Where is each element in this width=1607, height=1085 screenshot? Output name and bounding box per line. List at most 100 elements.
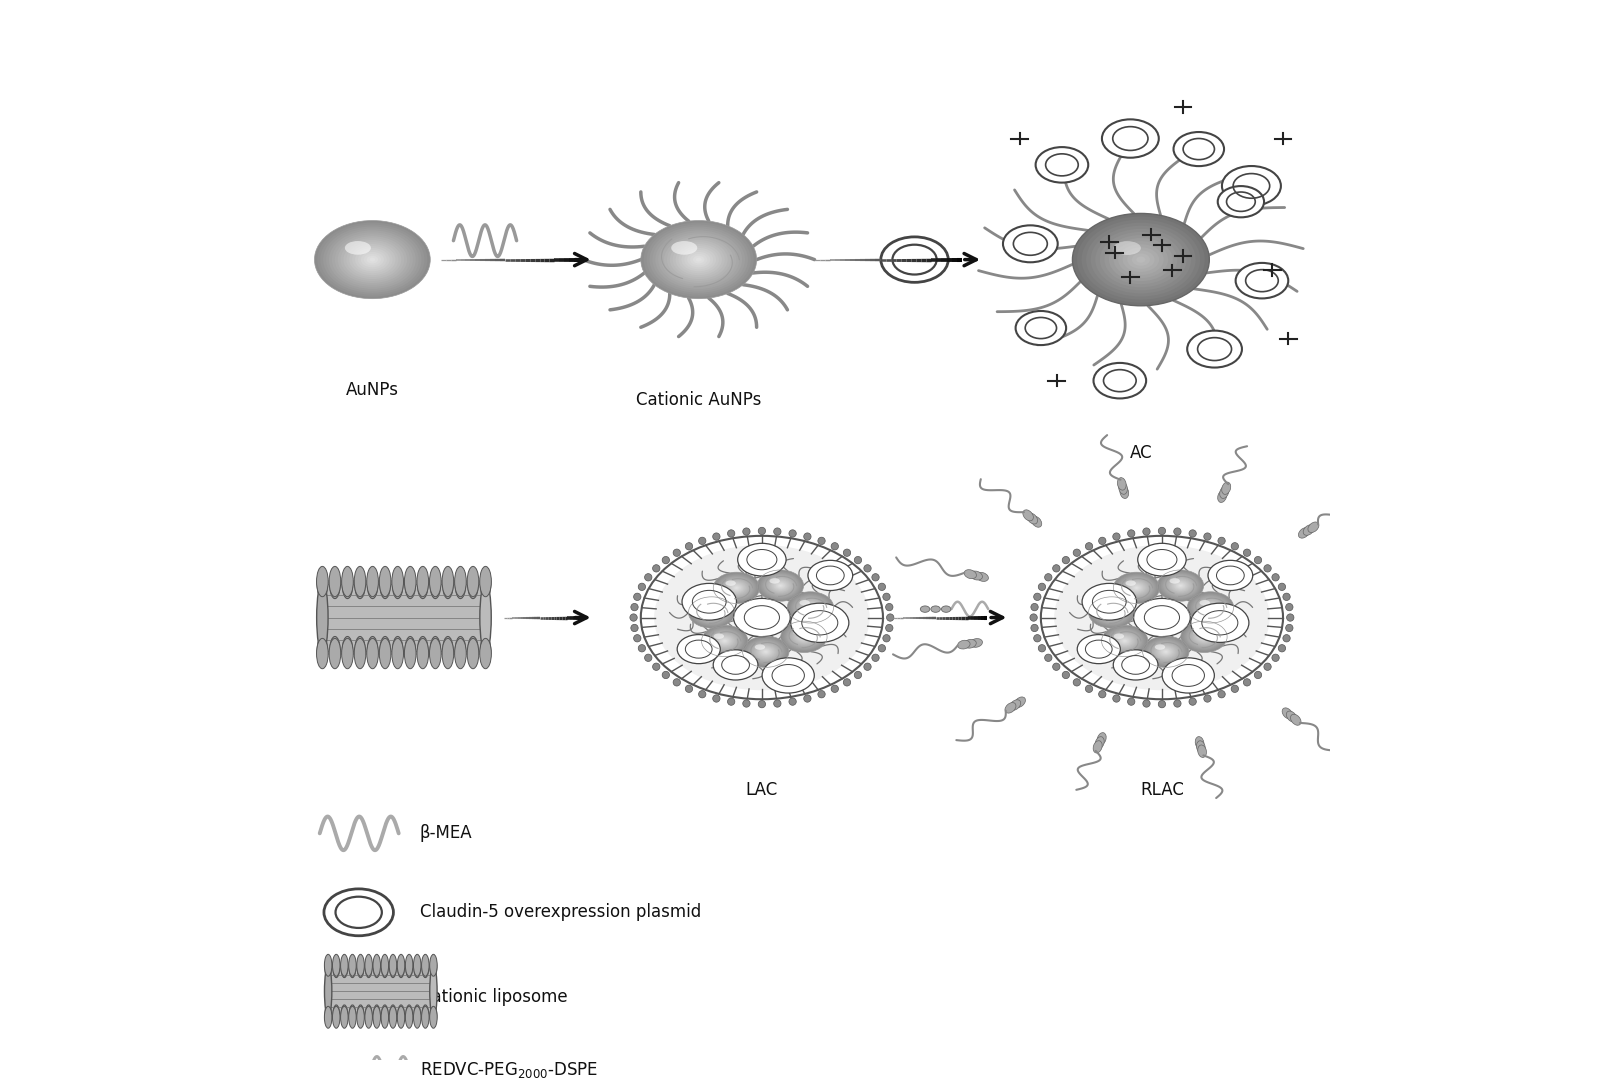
Ellipse shape	[1207, 605, 1213, 610]
Ellipse shape	[389, 1005, 395, 1025]
Ellipse shape	[689, 598, 733, 627]
Ellipse shape	[725, 580, 736, 586]
Circle shape	[853, 672, 861, 678]
Ellipse shape	[1120, 577, 1152, 599]
Ellipse shape	[696, 602, 726, 623]
Ellipse shape	[802, 636, 805, 638]
Ellipse shape	[791, 628, 816, 646]
Ellipse shape	[320, 225, 424, 295]
Ellipse shape	[1136, 256, 1144, 263]
Ellipse shape	[649, 227, 747, 293]
Ellipse shape	[1128, 583, 1144, 593]
Ellipse shape	[1027, 513, 1037, 524]
Circle shape	[1038, 644, 1045, 652]
Ellipse shape	[1197, 599, 1223, 616]
Circle shape	[1127, 529, 1135, 537]
Ellipse shape	[1110, 631, 1138, 650]
Ellipse shape	[1149, 641, 1181, 663]
Circle shape	[818, 537, 824, 545]
Ellipse shape	[1165, 576, 1194, 595]
Circle shape	[1033, 635, 1040, 642]
Ellipse shape	[763, 650, 768, 653]
Circle shape	[697, 537, 705, 545]
Ellipse shape	[1194, 630, 1213, 643]
Ellipse shape	[323, 889, 394, 935]
Circle shape	[1242, 549, 1250, 557]
Circle shape	[630, 603, 638, 611]
Ellipse shape	[804, 602, 816, 612]
Ellipse shape	[1035, 148, 1088, 182]
Ellipse shape	[1281, 707, 1292, 719]
Ellipse shape	[373, 1005, 379, 1025]
Ellipse shape	[660, 234, 736, 285]
Ellipse shape	[416, 566, 429, 597]
Ellipse shape	[963, 639, 975, 648]
Ellipse shape	[337, 237, 407, 283]
Ellipse shape	[717, 575, 755, 600]
Ellipse shape	[1188, 592, 1231, 623]
Ellipse shape	[781, 622, 826, 652]
Ellipse shape	[709, 630, 741, 652]
Ellipse shape	[762, 650, 768, 654]
Ellipse shape	[360, 252, 384, 267]
Ellipse shape	[354, 638, 366, 668]
Ellipse shape	[341, 1006, 347, 1029]
Ellipse shape	[720, 638, 730, 644]
Ellipse shape	[787, 591, 832, 623]
Ellipse shape	[1115, 574, 1157, 602]
Ellipse shape	[317, 637, 328, 665]
Ellipse shape	[641, 536, 882, 699]
Ellipse shape	[730, 583, 742, 592]
Ellipse shape	[1200, 601, 1220, 614]
Circle shape	[863, 564, 871, 572]
Circle shape	[742, 528, 749, 535]
Ellipse shape	[1207, 560, 1252, 590]
Ellipse shape	[1154, 644, 1165, 650]
Ellipse shape	[701, 605, 722, 620]
Ellipse shape	[429, 1006, 437, 1029]
Ellipse shape	[1202, 636, 1204, 638]
Ellipse shape	[765, 575, 795, 596]
Ellipse shape	[675, 244, 722, 276]
Ellipse shape	[717, 636, 733, 647]
Ellipse shape	[349, 955, 357, 976]
Ellipse shape	[1122, 247, 1159, 272]
Ellipse shape	[333, 955, 339, 976]
Ellipse shape	[795, 598, 824, 616]
Ellipse shape	[366, 571, 378, 599]
Ellipse shape	[797, 633, 810, 641]
Ellipse shape	[1004, 703, 1016, 713]
Ellipse shape	[479, 582, 492, 653]
Ellipse shape	[677, 635, 720, 664]
Ellipse shape	[771, 579, 789, 591]
Ellipse shape	[1204, 603, 1215, 611]
Ellipse shape	[1009, 700, 1020, 711]
Ellipse shape	[969, 571, 982, 580]
Circle shape	[1173, 700, 1181, 707]
Ellipse shape	[366, 638, 378, 668]
Ellipse shape	[317, 566, 328, 597]
Ellipse shape	[405, 957, 413, 978]
Ellipse shape	[442, 638, 453, 668]
Ellipse shape	[341, 1005, 347, 1025]
Ellipse shape	[1082, 219, 1199, 299]
Ellipse shape	[1093, 600, 1130, 625]
Ellipse shape	[1104, 627, 1144, 654]
Ellipse shape	[455, 637, 466, 665]
Ellipse shape	[762, 658, 813, 693]
Ellipse shape	[805, 604, 815, 611]
Ellipse shape	[403, 566, 416, 597]
Ellipse shape	[1340, 655, 1353, 664]
Ellipse shape	[715, 574, 757, 602]
Ellipse shape	[405, 1005, 413, 1025]
Ellipse shape	[1183, 623, 1225, 651]
Ellipse shape	[800, 601, 820, 614]
Ellipse shape	[344, 241, 371, 255]
Circle shape	[789, 529, 795, 537]
Ellipse shape	[747, 639, 784, 664]
Ellipse shape	[405, 571, 415, 599]
Ellipse shape	[797, 599, 823, 616]
Circle shape	[759, 701, 765, 707]
Ellipse shape	[479, 638, 492, 668]
Ellipse shape	[1106, 610, 1115, 615]
